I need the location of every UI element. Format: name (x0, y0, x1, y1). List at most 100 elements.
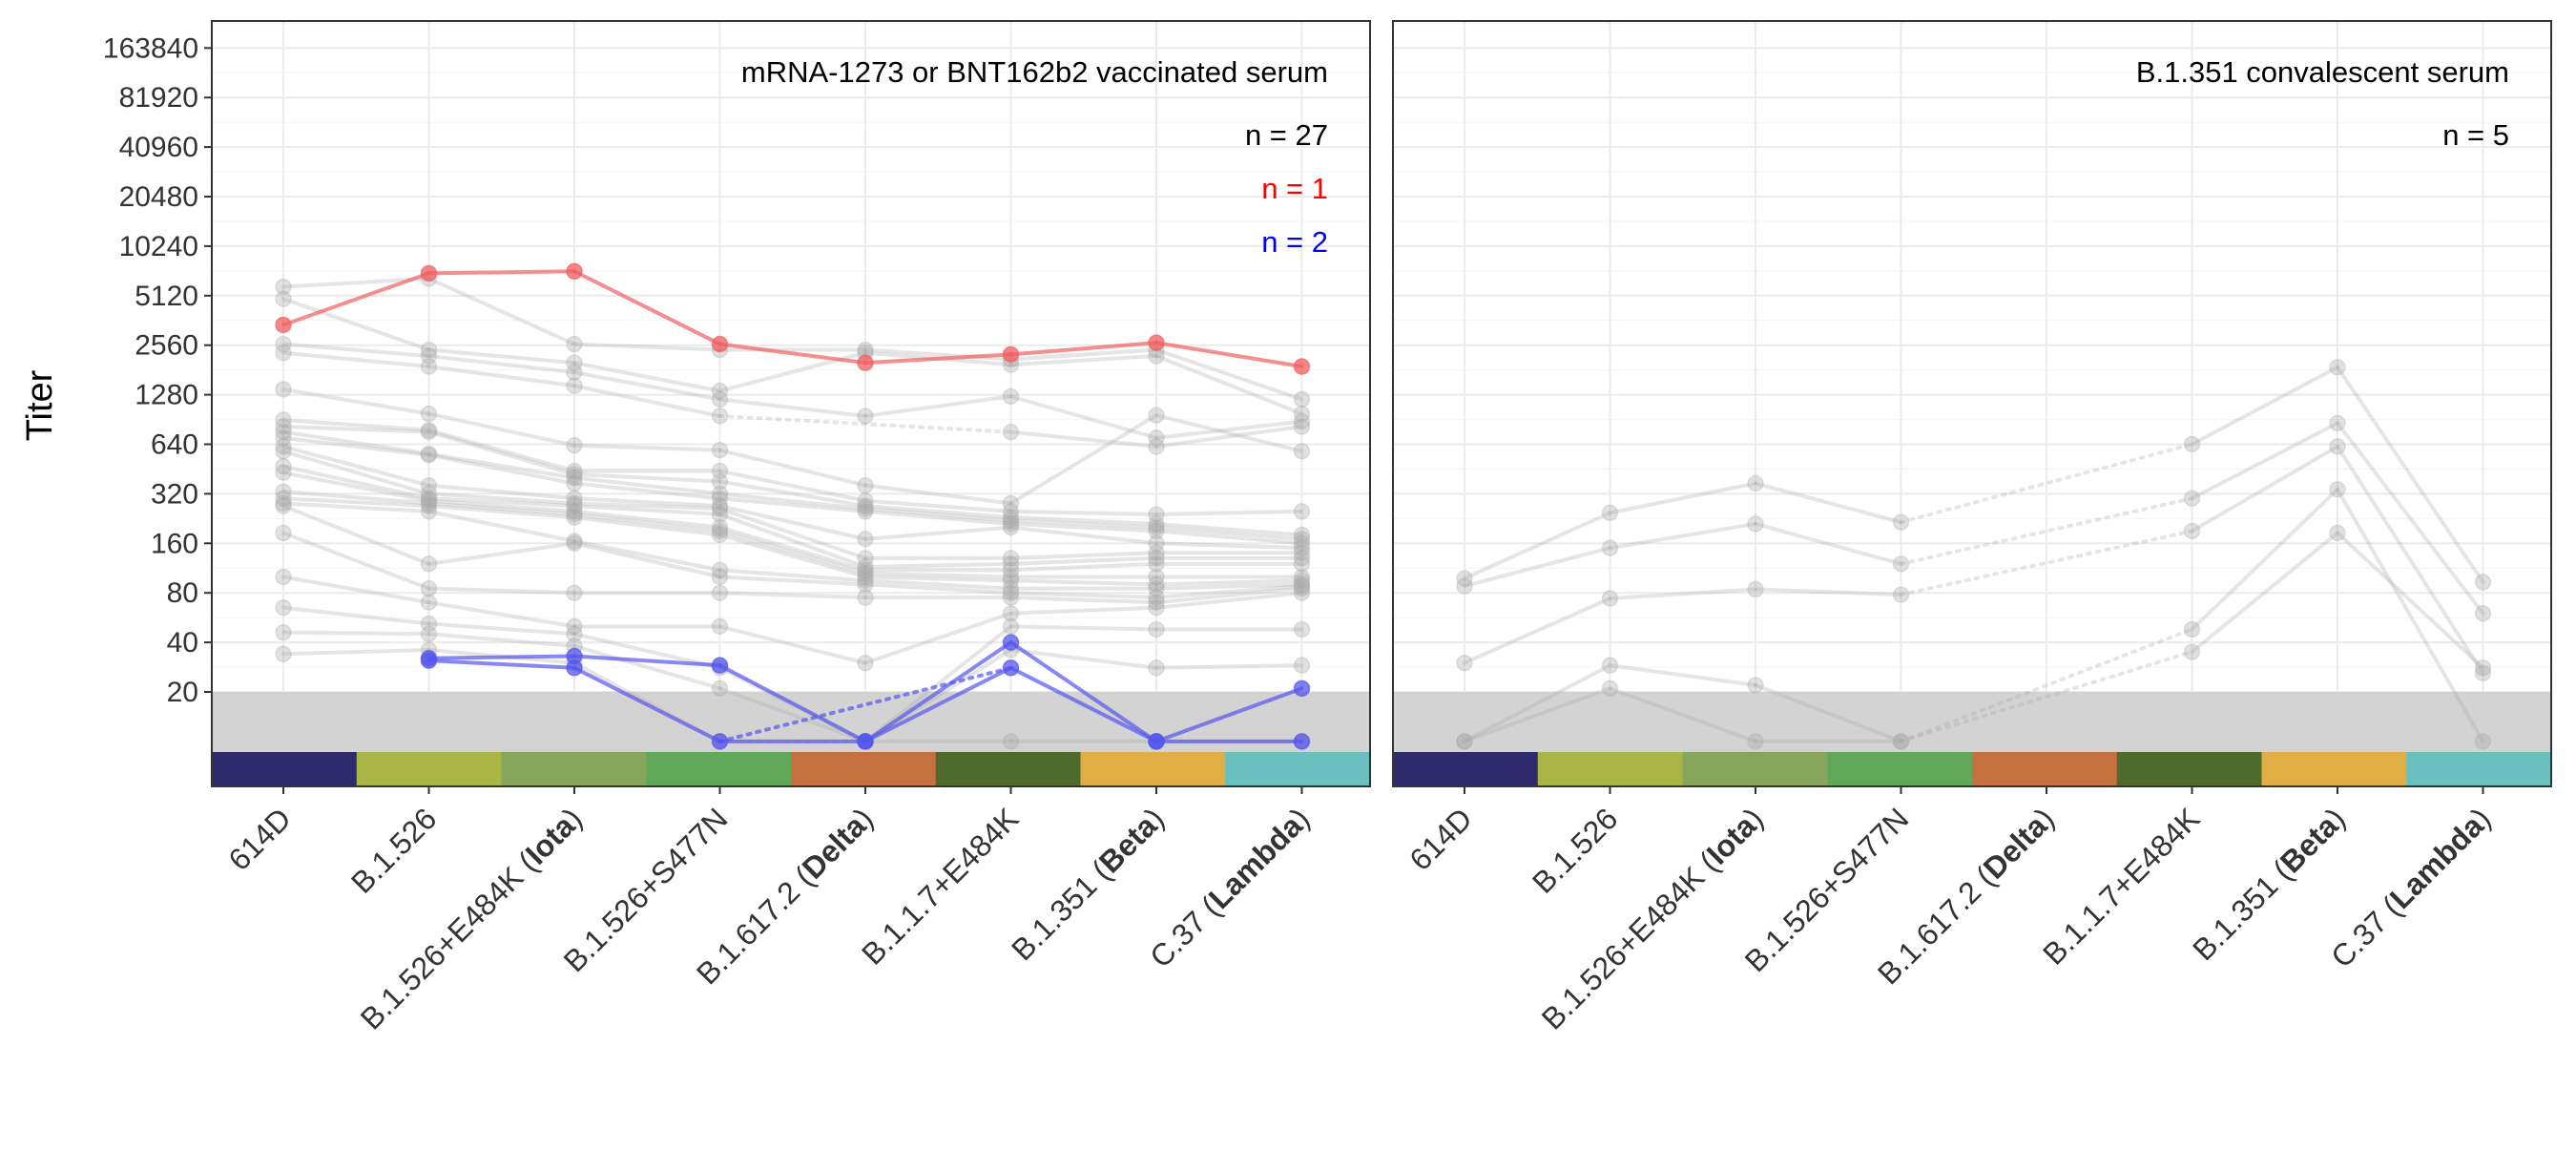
data-point (566, 506, 583, 523)
series-dotted-bridge (1899, 529, 2194, 597)
series-line-segment (281, 531, 431, 591)
series-line-segment (717, 529, 867, 575)
data-point (857, 568, 874, 586)
series-line-segment (572, 384, 722, 418)
data-point (566, 533, 583, 550)
series-line-segment (2336, 444, 2485, 676)
data-point (566, 617, 583, 636)
data-point (857, 565, 874, 582)
data-point (2329, 359, 2346, 376)
panel-border (1392, 20, 2552, 787)
series-grey (275, 438, 1311, 556)
series-line-segment (426, 621, 576, 637)
series-line-segment (572, 541, 722, 579)
series-line-segment (572, 643, 722, 691)
series-grey (275, 464, 1311, 579)
data-point (2474, 733, 2492, 750)
series-line-segment (572, 665, 722, 743)
series-grey (275, 494, 1311, 597)
data-point (1293, 568, 1311, 586)
data-point (1747, 515, 1764, 533)
data-point (275, 490, 292, 507)
x-tick-label: 614D (221, 801, 298, 877)
series-line-segment (1008, 509, 1158, 516)
data-point (857, 492, 874, 510)
data-point (275, 497, 292, 514)
series-grey (275, 497, 1311, 606)
category-color-block (1080, 752, 1226, 786)
series-line-segment (1008, 429, 1158, 449)
data-point (711, 500, 729, 517)
series-grey (275, 490, 1311, 594)
series-grey (275, 524, 1311, 611)
data-point (711, 472, 729, 491)
data-point (566, 262, 583, 281)
data-point (1293, 572, 1311, 590)
series-line-segment (1154, 591, 1304, 610)
series-line-segment (572, 475, 722, 496)
data-point (420, 421, 438, 439)
x-tick-label: B.1.526 (1526, 801, 1624, 899)
data-point (1601, 680, 1619, 698)
series-grey (275, 623, 1311, 750)
series-line-segment (2336, 531, 2485, 670)
series-line-segment (426, 451, 576, 480)
data-point (711, 584, 729, 601)
panel-count-label: n = 2 (1261, 225, 1328, 259)
series-line-segment (1008, 515, 1158, 526)
panel-title: mRNA-1273 or BNT162b2 vaccinated serum (741, 55, 1328, 89)
series-line-segment (426, 276, 576, 346)
series-line-segment (863, 575, 1013, 583)
series-line-segment (281, 387, 431, 416)
series-line-segment (572, 481, 722, 501)
series-highlight-red (275, 262, 1311, 375)
data-point (1293, 544, 1311, 562)
series-line-segment (1154, 584, 1304, 600)
series-line-segment (863, 525, 1013, 541)
series-line-segment (1154, 582, 1304, 591)
data-point (420, 447, 438, 464)
data-point (420, 476, 438, 494)
data-point (1148, 429, 1165, 447)
y-tick-label: 1280 (135, 380, 198, 411)
data-point (1002, 634, 1020, 651)
category-color-block (1972, 752, 2118, 786)
data-point (711, 518, 729, 536)
data-point (1002, 579, 1020, 597)
series-line-segment (1754, 521, 1903, 566)
series-line-segment (1008, 605, 1158, 616)
series-line-segment (717, 491, 867, 511)
series-line-segment (572, 512, 722, 533)
series-line-segment (281, 575, 431, 605)
data-point (1456, 654, 1473, 672)
data-point (711, 335, 729, 353)
data-point (2474, 604, 2492, 622)
series-line-segment (1754, 587, 1903, 597)
series-line-segment (863, 352, 1013, 366)
series-line-segment (2190, 444, 2339, 533)
series-line-segment (1463, 686, 1612, 743)
data-point (1002, 572, 1020, 590)
data-point (1148, 575, 1165, 594)
series-line-segment (1154, 419, 1304, 440)
series-line-segment (863, 640, 1013, 743)
series-grey (275, 418, 1311, 544)
data-point (566, 474, 583, 492)
data-point (2329, 414, 2346, 432)
panel-border (211, 20, 1371, 787)
series-line-segment (1608, 686, 1757, 743)
data-point (1002, 550, 1020, 567)
data-point (711, 382, 729, 400)
series-line-segment (1008, 555, 1158, 566)
category-color-block (212, 752, 358, 786)
y-tick-label: 40 (167, 627, 198, 659)
data-point (566, 490, 583, 507)
series-line-segment (572, 496, 722, 509)
data-point (275, 335, 292, 353)
series-line-segment (1463, 546, 1612, 589)
data-point (1456, 577, 1473, 595)
x-tick-label: C.37 (Lambda) (1143, 801, 1316, 973)
series-line-segment (572, 361, 722, 393)
